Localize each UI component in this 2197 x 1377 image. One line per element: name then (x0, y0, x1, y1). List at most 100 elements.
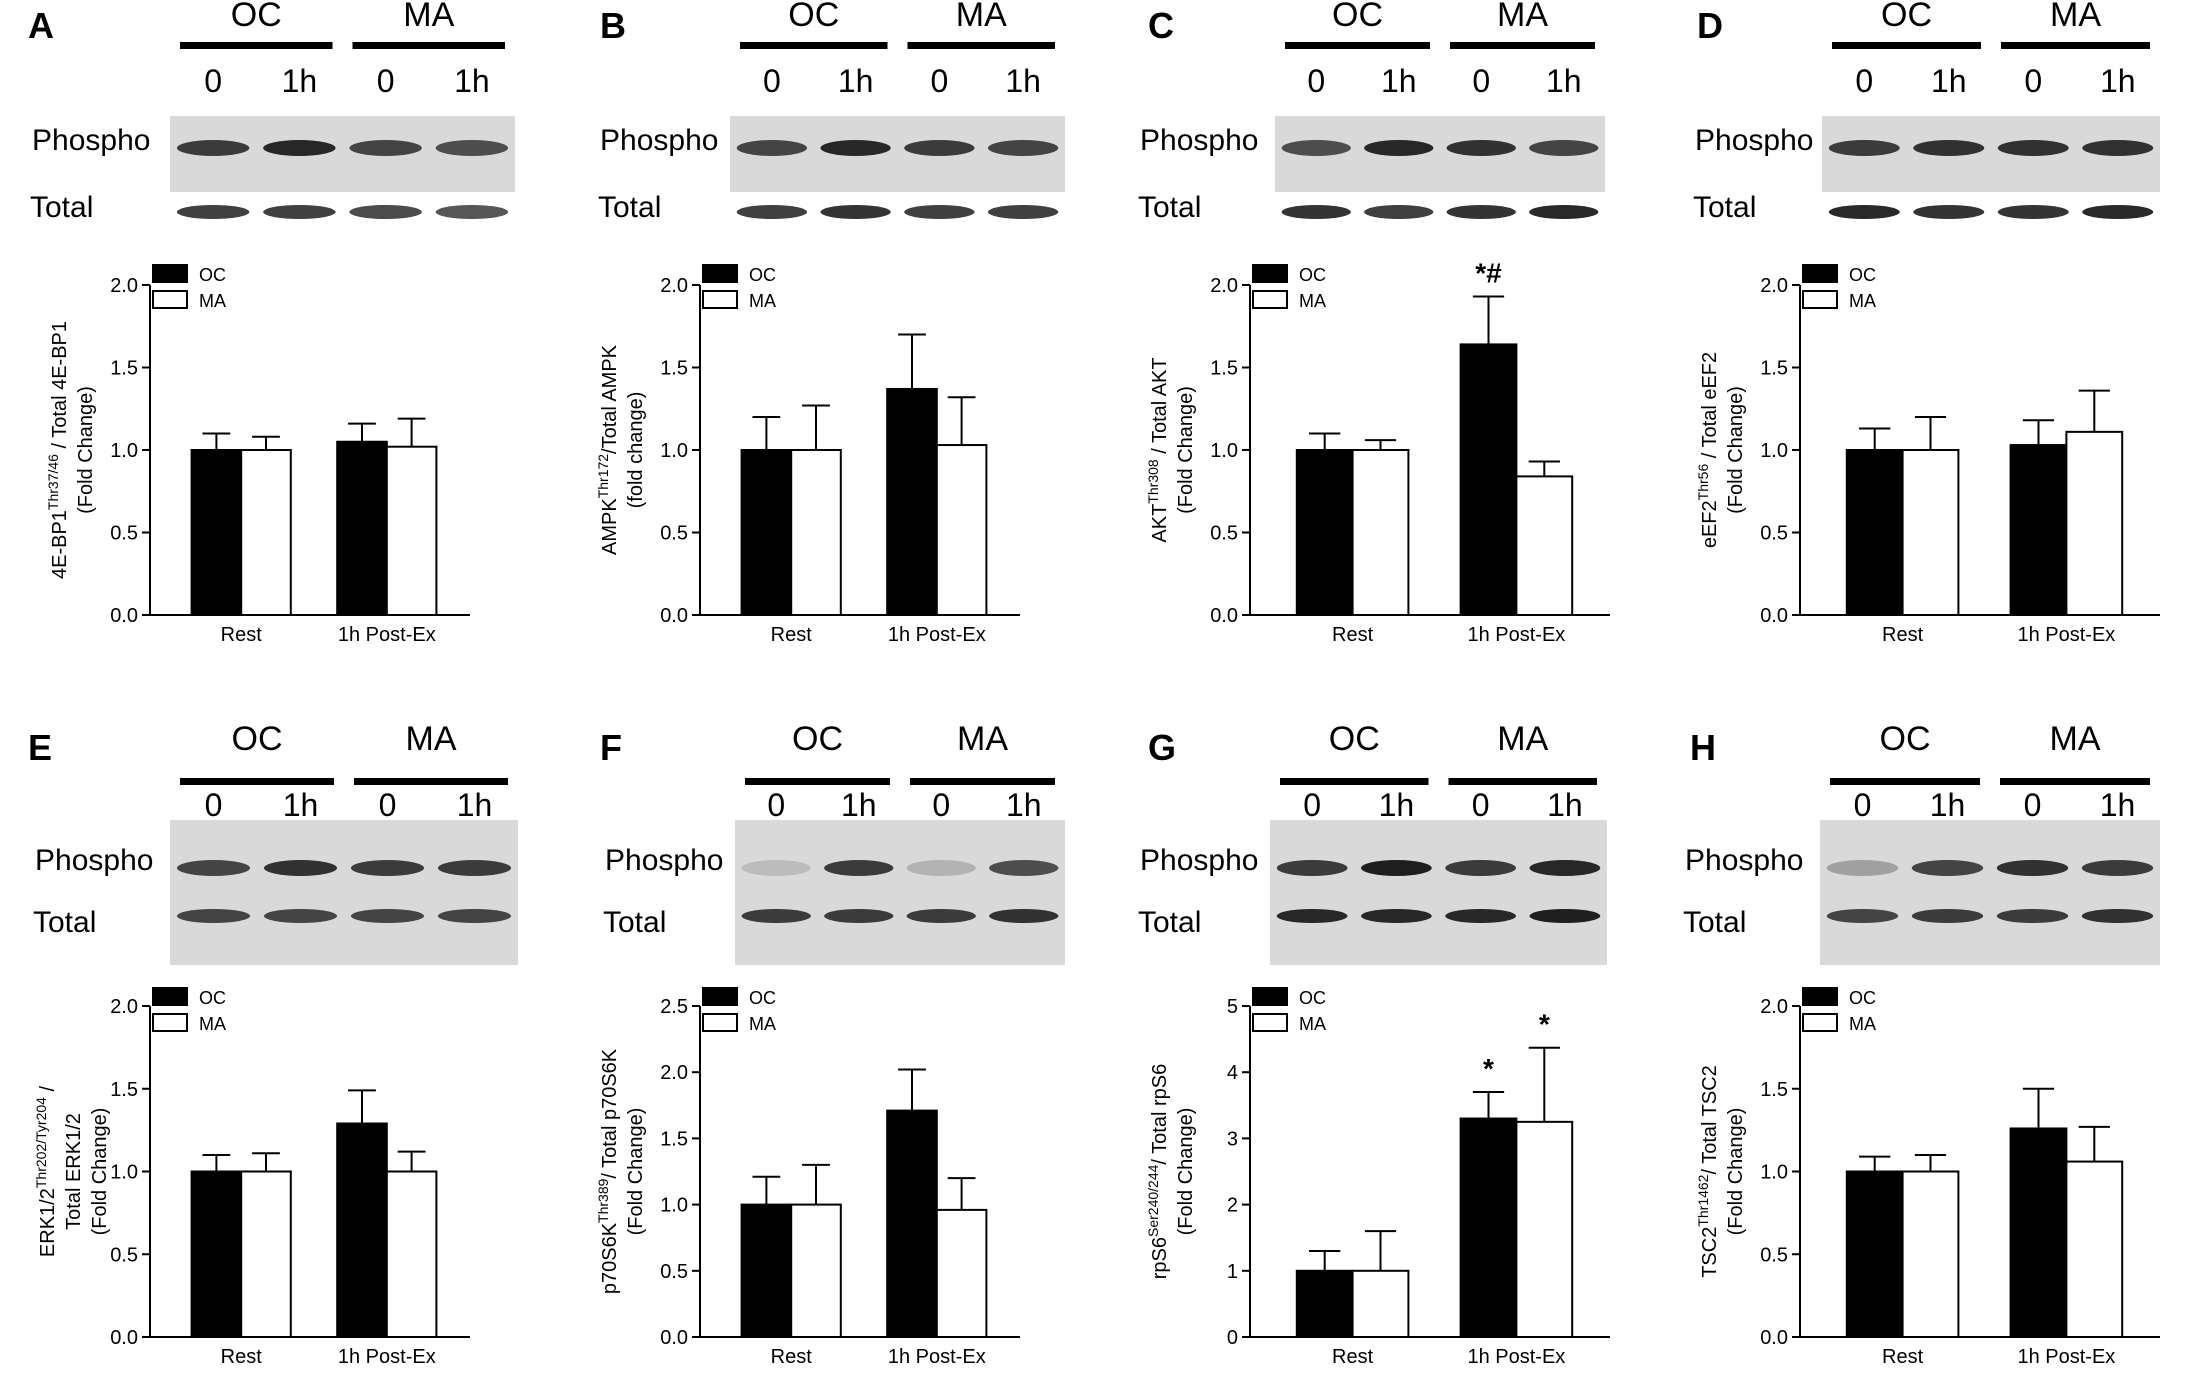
panel-letter: D (1697, 5, 1723, 46)
legend-swatch-oc (1252, 264, 1288, 283)
total-band (350, 909, 425, 923)
time-label: 0 (1303, 787, 1321, 823)
phospho-band (820, 140, 891, 156)
time-label: 1h (1931, 63, 1967, 99)
group-bar-ma (1450, 42, 1595, 49)
total-band (904, 205, 975, 219)
group-bar-oc (1280, 778, 1429, 785)
phospho-label: Phospho (1140, 124, 1258, 157)
group-bar-ma (352, 42, 505, 49)
panel-c: C OC MA0 1h 0 1hPhosphoTotal0.00.51.01.52.0AK… (1138, 0, 1610, 646)
total-band (437, 909, 512, 923)
panel-letter: F (600, 727, 622, 768)
y-tick-label: 1.5 (1760, 1079, 1788, 1101)
total-band (1360, 909, 1432, 923)
y-label-rest: / Total TSC2 (1699, 1065, 1721, 1174)
bar-oc (1459, 1117, 1518, 1339)
y-label-main: AKT (1149, 504, 1171, 543)
y-tick-label: 0.5 (110, 523, 138, 545)
y-label-main: (Fold Change) (75, 386, 97, 514)
panel-letter: G (1148, 727, 1176, 768)
bar-ma (2065, 430, 2124, 616)
group-label-oc: OC (1332, 0, 1383, 34)
group-label-ma: MA (2050, 720, 2101, 758)
total-band (349, 205, 422, 219)
y-axis-label-line: rpS6Ser240/244/ Total rpS6 (1145, 1064, 1171, 1279)
group-bar-ma (2001, 42, 2150, 49)
phospho-band (1996, 860, 2069, 876)
legend-label: MA (749, 291, 776, 311)
panel-letter: B (600, 5, 626, 46)
bar-oc (190, 1170, 243, 1338)
panel-letter: H (1690, 727, 1716, 768)
time-label: 0 (1472, 63, 1490, 99)
group-label-ma: MA (403, 0, 454, 34)
y-axis-label-line: (Fold Change) (625, 1108, 647, 1236)
y-tick-label: 5 (1227, 996, 1238, 1018)
phospho-band (176, 140, 250, 156)
y-tick-label: 0.0 (110, 1327, 138, 1349)
y-label-main: (Fold Change) (1175, 1108, 1197, 1236)
total-band (1364, 205, 1434, 219)
phospho-label: Phospho (1685, 844, 1803, 877)
group-label-ma: MA (1497, 720, 1548, 758)
x-category-label: 1h Post-Ex (338, 624, 436, 646)
time-label: 0 (1307, 63, 1325, 99)
time-label: 0 (377, 63, 395, 99)
x-category-label: 1h Post-Ex (888, 624, 986, 646)
total-label: Total (598, 191, 661, 224)
blot-image (170, 820, 518, 965)
bar-oc (886, 387, 938, 617)
y-label-main: AMPK (599, 498, 621, 555)
y-tick-label: 1 (1227, 1261, 1238, 1283)
y-label-main: rpS6 (1149, 1237, 1171, 1279)
legend-swatch-oc (152, 987, 188, 1006)
phospho-band (350, 860, 425, 876)
legend-swatch-oc (702, 987, 738, 1006)
y-tick-label: 0.0 (1760, 605, 1788, 627)
total-band (435, 205, 509, 219)
y-tick-label: 1.5 (660, 1128, 688, 1150)
phospho-band (435, 140, 509, 156)
legend-swatch-ma (1802, 290, 1838, 309)
bar-ma (1901, 449, 1960, 616)
total-label: Total (30, 191, 93, 224)
phospho-band (2081, 860, 2154, 876)
bar-oc (886, 1109, 938, 1338)
legend-swatch-ma (152, 290, 188, 309)
y-label-main: (Fold Change) (1725, 1108, 1747, 1236)
legend-label: OC (1849, 265, 1876, 285)
bar-ma (1351, 449, 1410, 616)
y-label-main: (Fold Change) (625, 1108, 647, 1236)
legend-swatch-oc (1802, 987, 1838, 1006)
time-label: 1h (1546, 63, 1582, 99)
total-band (1529, 909, 1601, 923)
phospho-band (1281, 140, 1351, 156)
total-band (2081, 909, 2154, 923)
legend-swatch-ma (1802, 1013, 1838, 1032)
group-label-ma: MA (406, 720, 457, 758)
y-label-rest: / Total eEF2 (1699, 352, 1721, 464)
legend-swatch-ma (1252, 290, 1288, 309)
phospho-band (1446, 140, 1516, 156)
legend-swatch-ma (702, 290, 738, 309)
group-label-oc: OC (232, 720, 283, 758)
group-bar-oc (1285, 42, 1430, 49)
y-tick-label: 1.5 (1210, 358, 1238, 380)
panel-f: F OC MA0 1h 0 1hPhosphoTotal0.00.51.01.52.02.… (595, 720, 1065, 1368)
y-axis-label-line: (fold change) (625, 392, 647, 509)
y-axis-label-line: Total ERK1/2 (63, 1113, 85, 1230)
y-axis-label-line: AMPKThr172/Total AMPK (595, 344, 621, 555)
y-label-rest: / Total 4E-BP1 (49, 321, 71, 454)
y-tick-label: 1.5 (1760, 358, 1788, 380)
blot-image (1270, 820, 1607, 965)
phospho-band (1276, 860, 1348, 876)
legend-label: MA (1849, 291, 1876, 311)
phospho-label: Phospho (600, 124, 718, 157)
y-label-main: 4E-BP1 (49, 510, 71, 579)
legend-label: OC (749, 988, 776, 1008)
total-band (987, 205, 1059, 219)
time-label: 1h (1006, 787, 1042, 823)
phospho-band (1911, 860, 1984, 876)
